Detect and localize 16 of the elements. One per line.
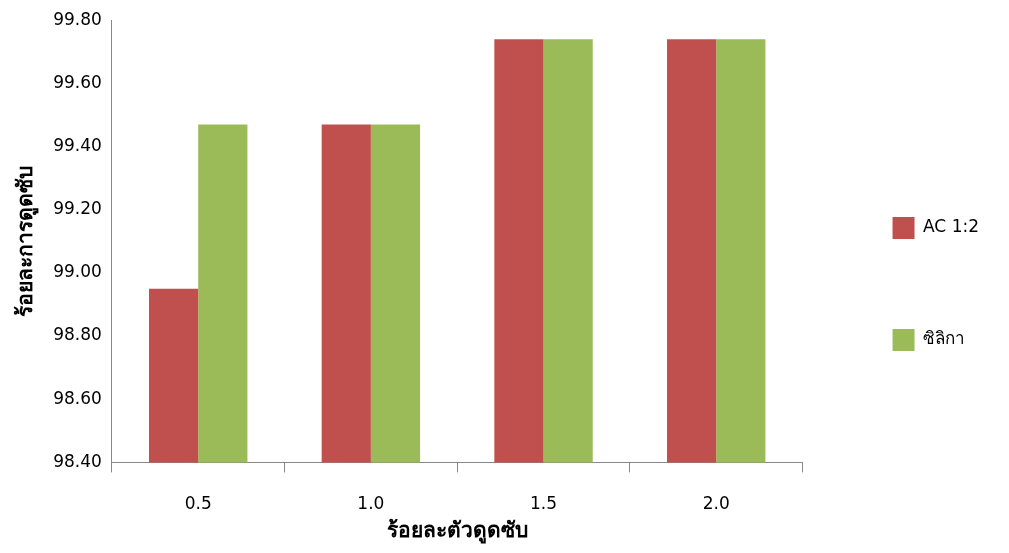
x-tick-label: 1.5	[530, 493, 558, 514]
x-tick-label: 0.5	[184, 493, 212, 514]
x-tick-label: 1.0	[357, 493, 385, 514]
y-tick-label: 98.60	[53, 387, 102, 408]
y-tick-label: 99.80	[53, 8, 102, 29]
y-tick-label: 98.80	[53, 324, 102, 345]
x-axis-title: ร้อยละตัวดูดซับ	[386, 517, 528, 544]
legend-label: ซิลิกา	[923, 328, 966, 349]
y-axis-title: ร้อยละการดูดซับ	[13, 165, 40, 317]
legend-label: AC 1:2	[923, 216, 979, 237]
y-tick-label: 99.20	[53, 198, 102, 219]
y-tick-label: 99.60	[53, 71, 102, 92]
y-tick-label: 99.40	[53, 134, 102, 155]
y-tick-label: 98.40	[53, 450, 102, 471]
y-tick-label: 99.00	[53, 261, 102, 282]
x-tick-label: 2.0	[702, 493, 730, 514]
